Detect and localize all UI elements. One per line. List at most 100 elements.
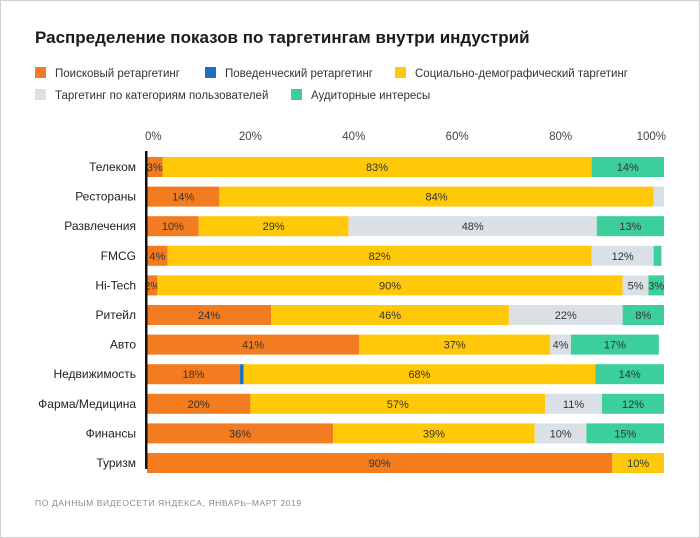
bar-segment: [601, 393, 664, 414]
category-label: Hi-Tech: [95, 278, 136, 292]
bar-segment: [591, 245, 654, 266]
bar-segment: [147, 423, 334, 444]
bar-value-label: 11%: [563, 399, 584, 411]
legend-swatch: [291, 89, 302, 100]
x-tick-label: 80%: [549, 131, 572, 143]
legend-item-search-retargeting: Поисковый ретаргетинг: [35, 67, 180, 80]
bar-segment: [534, 423, 587, 444]
bar-value-label: 4%: [149, 251, 165, 263]
legend-swatch: [205, 67, 216, 78]
bar-value-label: 14%: [619, 369, 641, 381]
bar-value-label: 57%: [387, 399, 409, 411]
category-label: Развлечения: [64, 219, 136, 233]
bar-segment: [147, 305, 272, 325]
bar-segment: [570, 334, 659, 355]
category-label: Телеком: [89, 160, 136, 174]
bar-value-label: 84%: [426, 192, 448, 204]
bar-value-label: 37%: [444, 340, 466, 352]
bar-segment: [198, 216, 349, 237]
category-label: Рестораны: [75, 190, 136, 204]
bar-segment: [219, 186, 654, 207]
legend-swatch: [35, 67, 46, 78]
x-tick-label: 0%: [145, 131, 162, 143]
category-label: Финансы: [86, 426, 136, 440]
bar-value-label: 82%: [369, 251, 391, 263]
bar-segment: [243, 364, 596, 385]
bar-segment: [147, 334, 359, 355]
bar-segment: [147, 186, 220, 207]
bar-segment: [348, 216, 597, 237]
bar-segment: [612, 453, 664, 473]
x-tick-label: 100%: [637, 131, 666, 143]
bar-value-label: 12%: [612, 251, 634, 263]
bar-segment: [250, 393, 546, 414]
bar-segment: [147, 216, 199, 237]
bar-segment: [147, 453, 613, 473]
category-label: FMCG: [101, 249, 136, 263]
bar-segment: [550, 334, 571, 355]
bar-segment: [648, 275, 664, 296]
bar-segment: [333, 423, 535, 444]
x-tick-label: 60%: [446, 131, 469, 143]
y-axis-line: [145, 151, 148, 469]
legend-swatch: [35, 89, 46, 100]
bar-segment: [147, 275, 158, 296]
category-label: Ритейл: [96, 308, 136, 322]
legend-label: Поисковый ретаргетинг: [55, 68, 180, 80]
bar-value-label: 24%: [198, 310, 220, 322]
bar-segment: [271, 305, 509, 325]
category-label: Фарма/Медицина: [38, 397, 136, 411]
legend-label: Таргетинг по категориям пользователей: [55, 90, 269, 102]
bar-value-label: 41%: [242, 340, 264, 352]
bar-segment: [586, 423, 664, 444]
bar-value-label: 15%: [614, 428, 636, 440]
bar-segment: [591, 157, 664, 177]
x-tick-label: 40%: [342, 131, 365, 143]
bar-value-label: 2%: [144, 280, 160, 292]
bar-value-label: 3%: [147, 162, 163, 174]
bar-value-label: 10%: [550, 428, 572, 440]
bar-value-label: 29%: [263, 221, 285, 233]
legend-item-user-categories: Таргетинг по категориям пользователей: [35, 89, 268, 102]
bar-value-label: 14%: [617, 162, 639, 174]
bar-value-label: 13%: [619, 221, 641, 233]
bar-segment: [147, 393, 251, 414]
bar-value-label: 36%: [229, 428, 251, 440]
bar-value-label: 14%: [172, 192, 194, 204]
bar-value-label: 39%: [423, 428, 445, 440]
bar-value-label: 46%: [379, 310, 401, 322]
bar-segment: [162, 157, 592, 177]
bar-segment: [508, 305, 623, 325]
bar-value-label: 5%: [628, 280, 644, 292]
bar-value-label: 68%: [408, 369, 430, 381]
x-tick-label: 20%: [239, 131, 262, 143]
bar-value-label: 90%: [369, 458, 391, 470]
legend-item-socio-demographic: Социально-демографический таргетинг: [395, 67, 628, 80]
bar-value-label: 4%: [553, 340, 569, 352]
bar-value-label: 17%: [604, 340, 626, 352]
bar-segment: [653, 245, 662, 266]
bar-segment: [653, 186, 664, 207]
bar-value-label: 12%: [622, 399, 644, 411]
legend-swatch: [395, 67, 406, 78]
bar-value-label: 18%: [183, 369, 205, 381]
bar-segment: [167, 245, 592, 266]
bar-segment: [545, 393, 602, 414]
bar-segment: [147, 245, 168, 266]
bar-segment: [147, 157, 163, 177]
legend-label: Поведенческий ретаргетинг: [225, 68, 373, 80]
bar-value-label: 22%: [555, 310, 577, 322]
legend-item-audience-interests: Аудиторные интересы: [291, 89, 430, 102]
bar-value-label: 48%: [462, 221, 484, 233]
legend-label: Социально-демографический таргетинг: [415, 68, 628, 80]
bar-segment: [147, 364, 241, 385]
bar-segment: [157, 275, 623, 296]
category-label: Недвижимость: [53, 367, 136, 381]
legend-label: Аудиторные интересы: [311, 90, 431, 102]
category-label: Туризм: [96, 456, 136, 470]
category-label: Авто: [110, 338, 136, 352]
bar-value-label: 10%: [162, 221, 184, 233]
bar-segment: [622, 275, 649, 296]
bar-segment: [595, 364, 664, 385]
